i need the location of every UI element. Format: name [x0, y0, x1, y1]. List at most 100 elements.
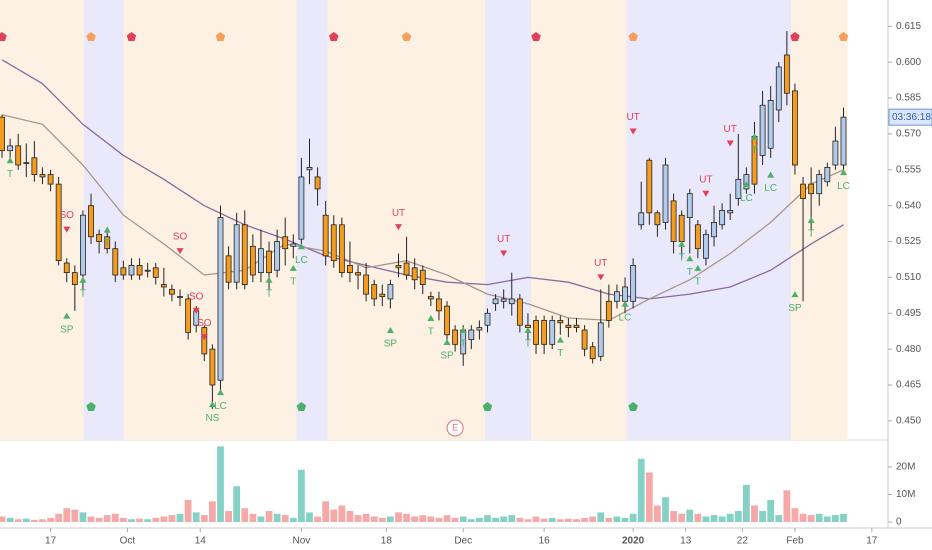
candle-body	[355, 272, 361, 276]
candle-body	[662, 164, 669, 223]
signal-marker	[103, 226, 111, 233]
event-marker	[838, 32, 849, 41]
volume-bar	[119, 517, 127, 522]
volume-bar	[565, 518, 572, 522]
signal-label: T	[266, 288, 272, 299]
volume-bar	[734, 511, 742, 522]
signal-label: SO	[197, 318, 212, 329]
candle-body	[403, 262, 410, 276]
candle-body	[516, 298, 523, 326]
volume-bar	[815, 513, 823, 522]
countdown-box	[888, 108, 932, 126]
y-tick-label: 0.615	[896, 21, 921, 32]
candle-body	[492, 298, 499, 305]
signal-marker	[386, 327, 394, 333]
candle-body	[783, 54, 790, 94]
event-marker	[296, 402, 307, 411]
volume-bar	[419, 515, 427, 522]
candle-body	[282, 236, 289, 250]
candle-body	[508, 298, 515, 305]
candle-body	[630, 265, 637, 302]
candle-body	[654, 212, 661, 226]
signal-label: UT	[594, 258, 607, 269]
event-marker	[86, 32, 96, 41]
signal-label: T	[679, 253, 685, 264]
candle-body	[444, 305, 450, 336]
candle-body	[266, 250, 272, 274]
volume-bar	[573, 519, 580, 522]
signal-marker	[63, 312, 71, 319]
signal-label: LC	[295, 255, 308, 266]
candle-body	[533, 320, 539, 345]
candle-body	[605, 300, 612, 321]
x-tick-label: Oct	[120, 536, 136, 547]
volume-bar	[540, 518, 548, 522]
candle-body	[80, 214, 86, 276]
volume-bar	[702, 516, 710, 522]
candle-body	[233, 224, 240, 283]
candle-body	[670, 200, 677, 242]
volume-bar	[767, 500, 775, 522]
volume-bar	[807, 515, 815, 522]
candle-body	[96, 233, 103, 242]
signal-label: LC	[740, 193, 753, 204]
candle-body	[427, 296, 434, 300]
candle-body	[15, 145, 22, 166]
x-tick-label: 2020	[622, 536, 645, 547]
candle-body	[549, 320, 556, 345]
volume-bar	[710, 515, 718, 522]
volume-bar	[629, 513, 637, 522]
event-marker	[401, 32, 412, 41]
candle-body	[581, 329, 588, 350]
signal-label: UT	[497, 234, 510, 245]
volume-bar	[500, 516, 508, 522]
candle-body	[379, 293, 386, 297]
event-marker	[329, 32, 339, 41]
volume-bar	[265, 511, 273, 522]
candle-body	[387, 284, 394, 300]
volume-bar	[63, 508, 71, 522]
signal-marker	[742, 181, 750, 188]
signal-marker	[767, 171, 775, 178]
volume-bar	[39, 519, 46, 522]
signal-marker	[621, 300, 629, 307]
candle-body	[484, 312, 491, 326]
volume-bar	[103, 515, 111, 522]
candle-body	[0, 116, 5, 152]
candle-body	[152, 267, 159, 278]
candle-body	[338, 224, 345, 274]
event-marker	[126, 32, 137, 41]
volume-bar	[524, 519, 532, 522]
volume-bar	[670, 511, 677, 522]
volume-tick-label: 10M	[896, 489, 915, 500]
signal-label: T	[428, 327, 434, 338]
candle-body	[452, 329, 459, 345]
volume-bar	[6, 517, 14, 522]
candle-body	[808, 183, 815, 195]
candle-body	[88, 205, 94, 238]
volume-bar	[330, 509, 338, 522]
x-tick-label: 17	[45, 536, 57, 547]
volume-bar	[451, 517, 459, 522]
signal-marker	[265, 276, 273, 283]
candle-body	[767, 100, 774, 149]
signal-marker	[208, 401, 216, 408]
candle-body	[824, 166, 831, 183]
signal-marker	[297, 243, 305, 250]
signal-label: T	[687, 267, 693, 278]
y-tick-label: 0.480	[896, 344, 921, 355]
candle-body	[419, 269, 426, 285]
signal-label: T	[290, 276, 296, 287]
volume-bar	[95, 517, 103, 522]
signal-label: T	[80, 288, 86, 299]
candle-body	[411, 267, 418, 281]
volume-bar	[751, 505, 758, 522]
candle-body	[241, 224, 248, 285]
volume-bar	[411, 516, 419, 522]
volume-bar	[71, 509, 79, 522]
candle-body	[476, 327, 483, 331]
volume-bar	[160, 516, 168, 522]
signal-label: T	[525, 339, 531, 350]
volume-bar	[395, 512, 402, 522]
signal-marker	[524, 327, 532, 333]
